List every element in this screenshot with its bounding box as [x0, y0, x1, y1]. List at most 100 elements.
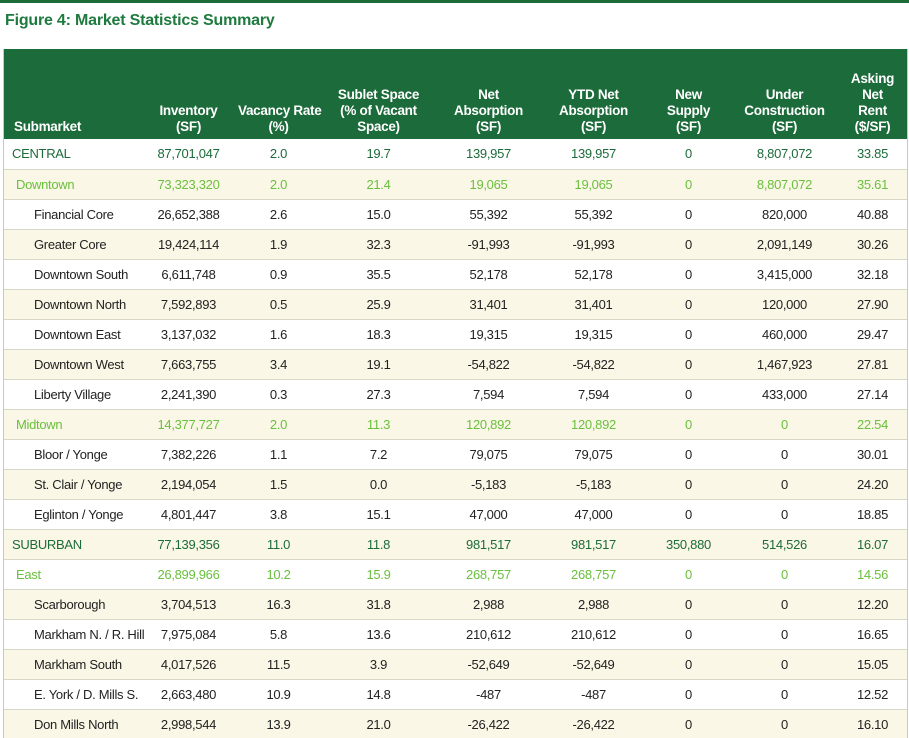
cell-asking-net-rent: 14.56: [838, 559, 907, 590]
column-header-line: YTD Net: [568, 87, 619, 102]
column-header-line: Rent: [858, 103, 887, 118]
cell-sublet-space: 31.8: [321, 589, 436, 620]
cell-new-supply: 0: [646, 589, 731, 620]
region-row: CENTRAL 87,701,047 2.0 19.7 139,957 139,957 0 8…: [4, 139, 907, 170]
cell-new-supply: 0: [646, 169, 731, 200]
cell-asking-net-rent: 29.47: [838, 319, 907, 350]
cell-submarket: Financial Core: [4, 199, 141, 230]
cell-sublet-space: 35.5: [321, 259, 436, 290]
cell-new-supply: 0: [646, 139, 731, 170]
cell-under-construction: 0: [731, 469, 838, 500]
submarket-row: Midtown 14,377,727 2.0 11.3 120,892 120,892 0 0…: [4, 409, 907, 440]
table-frame: Submarket Inventory (SF) Vacancy Rate (%) Sub…: [3, 49, 908, 738]
district-row: Financial Core 26,652,388 2.6 15.0 55,392 55,…: [4, 199, 907, 230]
column-header-submarket: Submarket: [4, 49, 141, 139]
cell-submarket: East: [4, 559, 141, 590]
cell-net-absorption: 7,594: [436, 379, 541, 410]
cell-asking-net-rent: 27.90: [838, 289, 907, 320]
cell-submarket: Downtown South: [4, 259, 141, 290]
cell-vacancy-rate: 2.6: [236, 199, 321, 230]
cell-asking-net-rent: 16.65: [838, 619, 907, 650]
cell-sublet-space: 7.2: [321, 439, 436, 470]
cell-under-construction: 0: [731, 709, 838, 738]
cell-asking-net-rent: 27.14: [838, 379, 907, 410]
cell-submarket: Downtown North: [4, 289, 141, 320]
cell-inventory: 2,241,390: [141, 379, 236, 410]
cell-under-construction: 433,000: [731, 379, 838, 410]
cell-net-absorption: 268,757: [436, 559, 541, 590]
cell-under-construction: 8,807,072: [731, 169, 838, 200]
column-header-line: (SF): [675, 119, 702, 134]
column-header-vacancy-rate: Vacancy Rate (%): [236, 49, 322, 139]
cell-net-absorption: 52,178: [436, 259, 541, 290]
cell-asking-net-rent: 30.01: [838, 439, 907, 470]
cell-under-construction: 0: [731, 499, 838, 530]
cell-inventory: 7,975,084: [141, 619, 236, 650]
cell-sublet-space: 14.8: [321, 679, 436, 710]
cell-new-supply: 0: [646, 349, 731, 380]
cell-under-construction: 1,467,923: [731, 349, 838, 380]
cell-asking-net-rent: 27.81: [838, 349, 907, 380]
district-row: Downtown West 7,663,755 3.4 19.1 -54,822 -54,…: [4, 349, 907, 380]
cell-net-absorption: 19,065: [436, 169, 541, 200]
cell-new-supply: 0: [646, 709, 731, 738]
cell-vacancy-rate: 1.1: [236, 439, 321, 470]
column-header-line: Submarket: [14, 119, 82, 134]
cell-net-absorption: -5,183: [436, 469, 541, 500]
cell-vacancy-rate: 1.5: [236, 469, 321, 500]
column-header-new-supply: New Supply (SF): [646, 49, 731, 139]
cell-vacancy-rate: 13.9: [236, 709, 321, 738]
table-header: Submarket Inventory (SF) Vacancy Rate (%) Sub…: [4, 49, 907, 139]
cell-sublet-space: 21.4: [321, 169, 436, 200]
cell-inventory: 26,652,388: [141, 199, 236, 230]
column-header-line: Vacancy Rate: [238, 103, 322, 118]
cell-ytd-net-absorption: 19,315: [541, 319, 646, 350]
district-row: Downtown South 6,611,748 0.9 35.5 52,178 52,1…: [4, 259, 907, 290]
top-rule: [0, 0, 909, 3]
cell-sublet-space: 19.1: [321, 349, 436, 380]
cell-inventory: 73,323,320: [141, 169, 236, 200]
cell-submarket: Scarborough: [4, 589, 141, 620]
figure-title: Figure 4: Market Statistics Summary: [5, 12, 275, 29]
cell-sublet-space: 32.3: [321, 229, 436, 260]
cell-net-absorption: 139,957: [436, 139, 541, 170]
cell-vacancy-rate: 1.6: [236, 319, 321, 350]
cell-vacancy-rate: 10.2: [236, 559, 321, 590]
column-header-line: Inventory: [159, 103, 218, 118]
cell-asking-net-rent: 30.26: [838, 229, 907, 260]
table-body: CENTRAL 87,701,047 2.0 19.7 139,957 139,957 0 8…: [4, 139, 907, 738]
cell-ytd-net-absorption: 210,612: [541, 619, 646, 650]
cell-submarket: Greater Core: [4, 229, 141, 260]
cell-ytd-net-absorption: 19,065: [541, 169, 646, 200]
cell-net-absorption: 31,401: [436, 289, 541, 320]
cell-new-supply: 0: [646, 619, 731, 650]
cell-asking-net-rent: 16.10: [838, 709, 907, 738]
cell-asking-net-rent: 12.52: [838, 679, 907, 710]
cell-under-construction: 2,091,149: [731, 229, 838, 260]
column-header-inventory: Inventory (SF): [141, 49, 236, 139]
cell-inventory: 77,139,356: [141, 529, 236, 560]
cell-ytd-net-absorption: -52,649: [541, 649, 646, 680]
column-header-line: Absorption: [454, 103, 523, 118]
column-header-line: (SF): [175, 119, 202, 134]
cell-under-construction: 0: [731, 619, 838, 650]
cell-vacancy-rate: 16.3: [236, 589, 321, 620]
cell-asking-net-rent: 32.18: [838, 259, 907, 290]
column-header-line: Sublet Space: [337, 87, 420, 102]
cell-new-supply: 0: [646, 289, 731, 320]
column-header-line: (SF): [771, 119, 798, 134]
cell-new-supply: 0: [646, 439, 731, 470]
submarket-row: East 26,899,966 10.2 15.9 268,757 268,757 0 0 14…: [4, 559, 907, 590]
district-row: Markham South 4,017,526 11.5 3.9 -52,649 -52,…: [4, 649, 907, 680]
cell-submarket: Downtown: [4, 169, 141, 200]
cell-asking-net-rent: 18.85: [838, 499, 907, 530]
district-row: Eglinton / Yonge 4,801,447 3.8 15.1 47,000 47…: [4, 499, 907, 530]
cell-new-supply: 350,880: [646, 529, 731, 560]
cell-new-supply: 0: [646, 319, 731, 350]
cell-vacancy-rate: 0.5: [236, 289, 321, 320]
cell-net-absorption: 981,517: [436, 529, 541, 560]
cell-submarket: Don Mills North: [4, 709, 141, 738]
cell-vacancy-rate: 3.4: [236, 349, 321, 380]
cell-vacancy-rate: 3.8: [236, 499, 321, 530]
cell-ytd-net-absorption: 120,892: [541, 409, 646, 440]
